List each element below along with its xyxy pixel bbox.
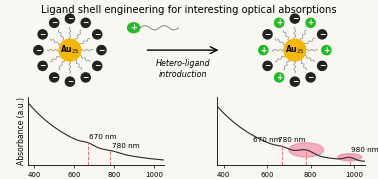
Text: Ligand shell engineering for interesting optical absorptions: Ligand shell engineering for interesting… xyxy=(41,5,337,15)
Text: 780 nm: 780 nm xyxy=(112,142,139,149)
Circle shape xyxy=(81,73,90,82)
Circle shape xyxy=(38,61,47,71)
Circle shape xyxy=(322,45,331,55)
Circle shape xyxy=(34,45,43,55)
Text: +: + xyxy=(307,18,314,27)
Text: Au$_{25}$: Au$_{25}$ xyxy=(60,44,80,56)
Text: −: − xyxy=(319,61,325,70)
Circle shape xyxy=(284,39,306,61)
Circle shape xyxy=(65,77,74,86)
Text: −: − xyxy=(39,30,46,39)
Text: +: + xyxy=(276,73,282,82)
Circle shape xyxy=(81,18,90,27)
Text: +: + xyxy=(323,46,330,55)
Circle shape xyxy=(128,23,139,33)
Circle shape xyxy=(274,73,284,82)
Text: −: − xyxy=(264,61,271,70)
Text: −: − xyxy=(51,18,57,27)
Circle shape xyxy=(93,61,102,71)
Text: −: − xyxy=(82,18,89,27)
Text: Au$_{25}$: Au$_{25}$ xyxy=(285,44,305,56)
Circle shape xyxy=(290,14,299,23)
Circle shape xyxy=(290,77,299,86)
Circle shape xyxy=(263,61,272,71)
Circle shape xyxy=(318,30,327,39)
Text: −: − xyxy=(292,77,298,86)
Ellipse shape xyxy=(289,143,324,157)
Text: −: − xyxy=(94,30,101,39)
Text: −: − xyxy=(67,14,73,23)
Text: +: + xyxy=(130,23,137,32)
Text: −: − xyxy=(94,61,101,70)
Text: −: − xyxy=(67,77,73,86)
Text: +: + xyxy=(260,46,266,55)
Text: −: − xyxy=(264,30,271,39)
Circle shape xyxy=(50,18,59,27)
Circle shape xyxy=(318,61,327,71)
Y-axis label: Absorbance (a.u.): Absorbance (a.u.) xyxy=(17,97,26,165)
Text: Hetero-ligand
introduction: Hetero-ligand introduction xyxy=(156,59,210,79)
Circle shape xyxy=(38,30,47,39)
Text: −: − xyxy=(82,73,89,82)
Circle shape xyxy=(263,30,272,39)
Text: −: − xyxy=(51,73,57,82)
Text: 670 nm: 670 nm xyxy=(89,134,117,140)
Text: −: − xyxy=(292,14,298,23)
Circle shape xyxy=(306,73,315,82)
Circle shape xyxy=(306,18,315,27)
Text: +: + xyxy=(276,18,282,27)
Text: 780 nm: 780 nm xyxy=(277,137,305,143)
Text: −: − xyxy=(307,73,314,82)
Text: −: − xyxy=(319,30,325,39)
Circle shape xyxy=(97,45,106,55)
Text: −: − xyxy=(98,46,105,55)
Text: −: − xyxy=(39,61,46,70)
Circle shape xyxy=(274,18,284,27)
Text: 670 nm: 670 nm xyxy=(253,137,280,142)
Circle shape xyxy=(50,73,59,82)
Text: 980 nm: 980 nm xyxy=(351,147,378,153)
Circle shape xyxy=(59,39,81,61)
Circle shape xyxy=(93,30,102,39)
Circle shape xyxy=(259,45,268,55)
Text: −: − xyxy=(35,46,42,55)
Circle shape xyxy=(65,14,74,23)
Ellipse shape xyxy=(338,154,361,161)
